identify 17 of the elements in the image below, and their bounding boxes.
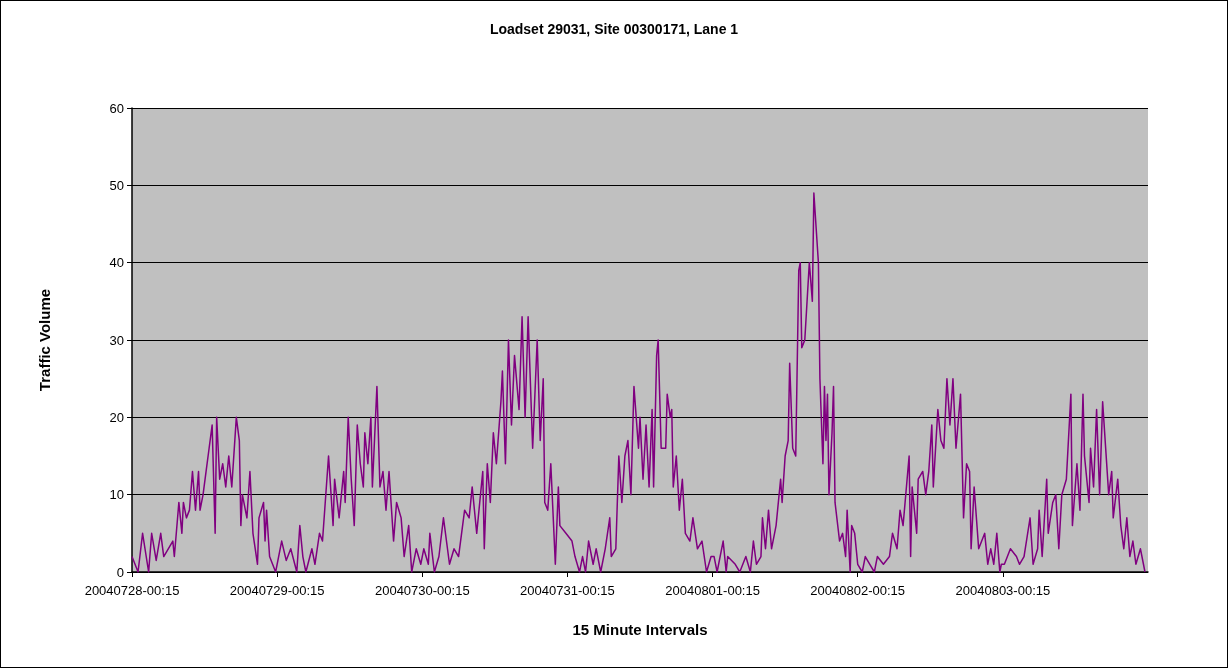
x-tick-label: 20040803-00:15 bbox=[955, 583, 1051, 598]
x-tick-label: 20040731-00:15 bbox=[520, 583, 615, 598]
x-axis-title: 15 Minute Intervals bbox=[572, 621, 708, 638]
chart-title: Loadset 29031, Site 00300171, Lane 1 bbox=[489, 21, 739, 37]
y-tick-label: 40 bbox=[109, 255, 124, 271]
y-tick-label: 50 bbox=[109, 177, 124, 193]
y-tick-label: 60 bbox=[109, 100, 124, 116]
x-tick-label: 20040728-00:15 bbox=[84, 583, 180, 598]
x-tick-label: 20040802-00:15 bbox=[810, 583, 906, 598]
y-axis-title: Traffic Volume bbox=[36, 288, 53, 392]
y-tick-label: 30 bbox=[109, 332, 124, 348]
x-tick-label: 20040730-00:15 bbox=[374, 583, 470, 598]
y-tick-label: 10 bbox=[109, 487, 124, 503]
y-tick-label: 20 bbox=[109, 409, 124, 425]
y-tick-label: 0 bbox=[116, 564, 124, 580]
x-tick-label: 20040729-00:15 bbox=[229, 583, 325, 598]
x-tick-label: 20040801-00:15 bbox=[665, 583, 760, 598]
